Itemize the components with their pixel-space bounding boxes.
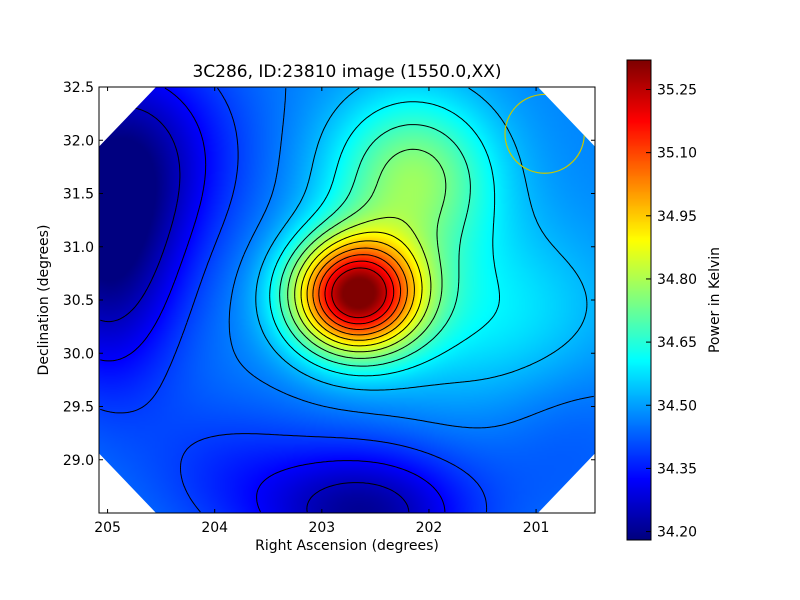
y-tick-label: 31.0 bbox=[63, 240, 94, 256]
colorbar-tick-label: 34.95 bbox=[657, 209, 697, 225]
contour-line bbox=[287, 148, 447, 359]
y-tick-label: 32.5 bbox=[63, 80, 94, 96]
heatmap-image bbox=[99, 87, 595, 513]
contour-line bbox=[228, 88, 594, 429]
y-axis: 32.5 32.0 31.5 31.0 30.5 30.0 29.5 29.0 bbox=[63, 80, 595, 469]
contour-line bbox=[279, 124, 471, 367]
colorbar-tick-label: 34.35 bbox=[657, 461, 697, 477]
colorbar-tick-label: 34.20 bbox=[657, 525, 697, 541]
x-axis-label: Right Ascension (degrees) bbox=[255, 538, 439, 554]
colorbar-tick-label: 34.80 bbox=[657, 272, 697, 288]
contour-line bbox=[100, 87, 488, 513]
colorbar-gradient bbox=[627, 60, 651, 540]
x-tick-label: 202 bbox=[416, 520, 443, 536]
contour-line bbox=[100, 87, 446, 513]
x-tick-label: 205 bbox=[94, 520, 121, 536]
y-tick-label: 29.0 bbox=[63, 453, 94, 469]
contour-line bbox=[300, 231, 423, 347]
y-tick-label: 31.5 bbox=[63, 187, 94, 203]
y-tick-label: 30.0 bbox=[63, 346, 94, 362]
contour-line bbox=[318, 254, 402, 330]
y-axis-label: Declination (degrees) bbox=[36, 225, 52, 376]
x-tick-label: 203 bbox=[308, 520, 335, 536]
colorbar-tick-label: 35.10 bbox=[657, 146, 697, 162]
colorbar-tick-label: 34.50 bbox=[657, 398, 697, 414]
chart-title: 3C286, ID:23810 image (1550.0,XX) bbox=[192, 62, 501, 82]
colorbar: 35.25 35.10 34.95 34.80 34.65 34.50 34.35 34.20 bbox=[626, 59, 697, 541]
y-tick-label: 30.5 bbox=[63, 293, 94, 309]
contour-line bbox=[269, 101, 500, 377]
colorbar-label: Power in Kelvin bbox=[707, 247, 723, 353]
y-tick-label: 29.5 bbox=[63, 400, 94, 416]
colorbar-tick-label: 34.65 bbox=[657, 335, 697, 351]
contour-line bbox=[294, 216, 432, 353]
x-tick-label: 201 bbox=[523, 520, 550, 536]
colorbar-tick-label: 35.25 bbox=[657, 82, 697, 98]
contour-line bbox=[306, 240, 415, 341]
colorbar-frame bbox=[626, 59, 652, 541]
plot-area bbox=[98, 86, 596, 514]
heatmap-clip bbox=[99, 87, 595, 513]
contour-line bbox=[312, 247, 408, 336]
y-tick-label: 32.0 bbox=[63, 133, 94, 149]
contour-line bbox=[255, 87, 588, 391]
contour-line bbox=[324, 260, 395, 325]
x-tick-label: 204 bbox=[201, 520, 228, 536]
x-axis: 205 204 203 202 201 bbox=[94, 87, 549, 536]
contour-line bbox=[331, 267, 387, 319]
